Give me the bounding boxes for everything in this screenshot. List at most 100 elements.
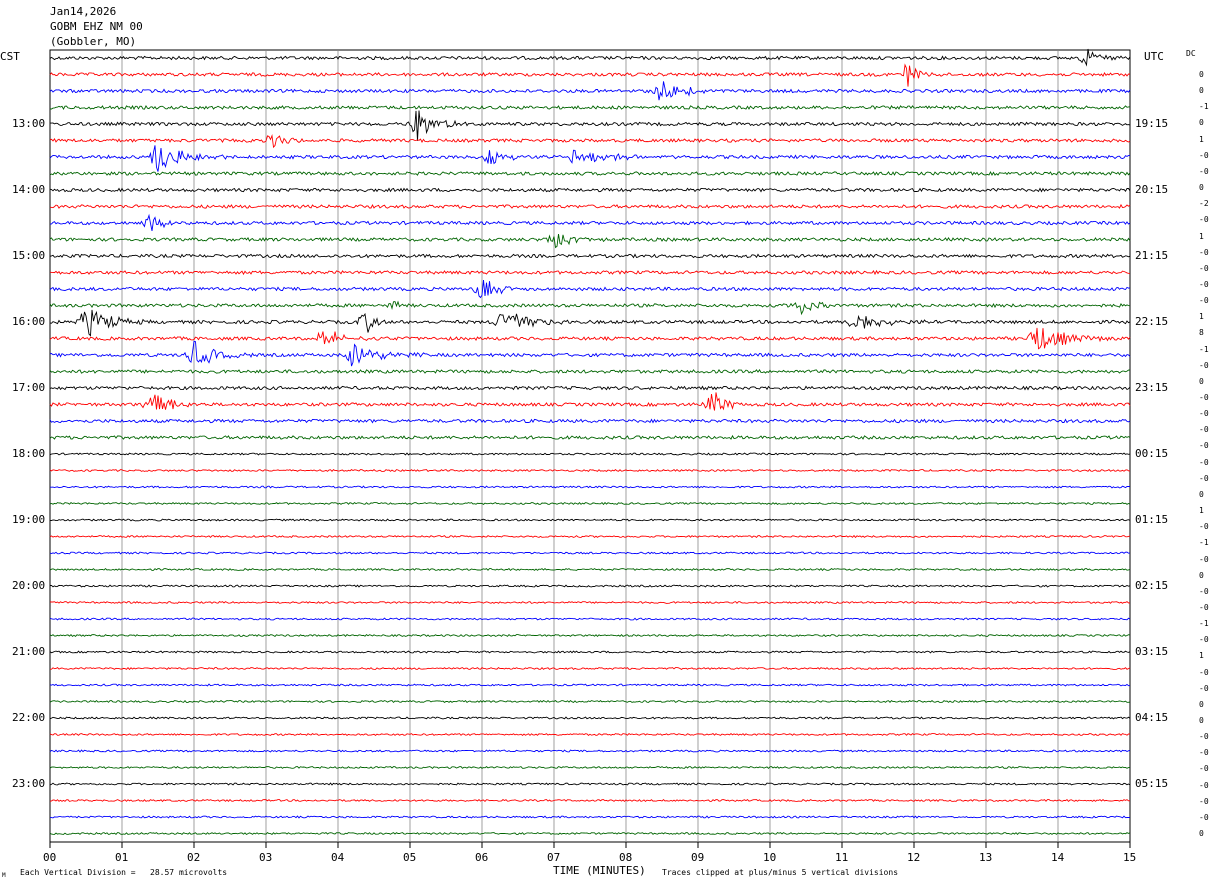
dc-offset-label: -0 <box>1199 409 1209 419</box>
seismic-trace <box>49 145 1131 172</box>
seismic-trace <box>49 600 1131 605</box>
dc-offset-label: 0 <box>1199 829 1204 839</box>
dc-offset-label: 1 <box>1199 651 1204 661</box>
dc-offset-label: -0 <box>1199 812 1209 822</box>
seismic-trace <box>49 300 1131 316</box>
seismic-traces <box>49 48 1131 836</box>
seismic-trace <box>50 110 1131 141</box>
right-hour-label: 19:15 <box>1135 117 1169 130</box>
plot-frame <box>49 49 1131 843</box>
seismic-trace <box>49 716 1131 720</box>
x-tick-label: 01 <box>115 851 129 864</box>
seismic-trace <box>49 584 1131 588</box>
dc-offset-label: -0 <box>1199 166 1209 176</box>
right-hour-label: 03:15 <box>1135 645 1169 658</box>
seismic-trace <box>49 369 1131 374</box>
left-hour-label: 20:00 <box>12 579 46 592</box>
plot-date: Jan14,2026 <box>50 5 117 18</box>
seismic-trace <box>49 392 1131 411</box>
x-tick-label: 10 <box>763 851 777 864</box>
dc-offset-label: -0 <box>1199 602 1209 612</box>
seismic-trace <box>49 831 1131 836</box>
seismic-trace <box>49 749 1131 753</box>
dc-offset-label: -0 <box>1199 683 1209 693</box>
left-hour-label: 15:00 <box>12 249 46 262</box>
right-hour-label: 20:15 <box>1135 183 1169 196</box>
dc-offset-label: -0 <box>1199 748 1209 758</box>
dc-offset-label: 8 <box>1199 328 1204 338</box>
dc-offset-label: -0 <box>1199 150 1209 160</box>
seismic-trace <box>49 269 1131 276</box>
x-tick-label: 00 <box>43 851 57 864</box>
seismic-trace <box>49 765 1130 770</box>
dc-offset-label: 1 <box>1199 134 1204 144</box>
x-tick-label: 03 <box>259 851 273 864</box>
seismic-trace <box>49 617 1131 621</box>
dc-offset-label: -1 <box>1199 102 1209 112</box>
dc-offset-label: 0 <box>1199 716 1204 725</box>
dc-offset-label: -0 <box>1199 780 1209 790</box>
dc-offset-label: -1 <box>1199 538 1209 548</box>
dc-offset-label: 1 <box>1199 312 1204 322</box>
seismic-trace <box>49 699 1131 704</box>
seismic-trace <box>49 667 1131 671</box>
clip-note: Traces clipped at plus/minus 5 vertical … <box>662 868 899 877</box>
dc-offset-label: -0 <box>1199 764 1209 774</box>
dc-offset-label: -0 <box>1199 360 1209 370</box>
right-hour-label: 02:15 <box>1135 579 1169 592</box>
dc-offset-label: -0 <box>1199 586 1209 596</box>
dc-offset-label: 0 <box>1199 183 1204 193</box>
seismic-trace <box>49 187 1131 193</box>
left-hour-label: 19:00 <box>12 513 46 526</box>
right-hour-label: 04:15 <box>1135 711 1169 724</box>
seismic-trace <box>49 385 1131 391</box>
scale-note: Each Vertical Division = 28.57 microvolt… <box>20 868 228 877</box>
dc-offset-label: 0 <box>1199 489 1204 499</box>
seismic-trace <box>49 203 1131 209</box>
dc-offset-label: -1 <box>1199 344 1209 354</box>
dc-offset-label: -0 <box>1199 441 1209 451</box>
x-tick-label: 08 <box>619 851 633 864</box>
seismic-trace <box>49 733 1131 737</box>
seismic-trace <box>49 567 1131 572</box>
dc-offset-header: DC <box>1186 49 1196 58</box>
dc-offset-label: 0 <box>1199 70 1204 79</box>
right-hour-label: 00:15 <box>1135 447 1169 460</box>
x-tick-label: 07 <box>547 851 561 864</box>
dc-offset-label: -1 <box>1199 619 1209 629</box>
seismic-trace <box>49 518 1131 522</box>
dc-offset-label: -2 <box>1199 199 1209 209</box>
dc-offset-label: -0 <box>1199 279 1209 289</box>
seismic-trace <box>49 782 1131 786</box>
seismic-trace <box>50 815 1131 819</box>
x-tick-label: 12 <box>907 851 921 864</box>
x-tick-label: 05 <box>403 851 417 864</box>
dc-offset-label: 0 <box>1199 118 1204 128</box>
dc-offset-label: 0 <box>1199 699 1204 709</box>
dc-offset-label: 0 <box>1199 570 1204 580</box>
dc-offset-label: -0 <box>1199 732 1209 742</box>
seismic-trace <box>49 253 1131 259</box>
seismic-trace <box>49 171 1131 176</box>
seismic-trace <box>49 327 1131 350</box>
right-hour-label: 22:15 <box>1135 315 1169 328</box>
dc-offset-label: -0 <box>1199 796 1209 806</box>
seismic-trace <box>49 63 1131 87</box>
left-hour-label: 21:00 <box>12 645 46 658</box>
dc-offset-label: -0 <box>1199 247 1209 257</box>
seismic-trace <box>49 213 1131 231</box>
left-hour-label: 16:00 <box>12 315 46 328</box>
right-hour-label: 23:15 <box>1135 381 1169 394</box>
x-tick-label: 06 <box>475 851 489 864</box>
dc-offset-label: -0 <box>1199 457 1209 467</box>
seismic-trace <box>49 468 1131 472</box>
seismic-trace <box>49 309 1131 337</box>
corner-mark: M <box>2 872 6 879</box>
left-hour-label: 13:00 <box>12 117 46 130</box>
seismic-trace <box>49 633 1131 638</box>
left-hour-label: 18:00 <box>12 447 46 460</box>
x-axis-ticks <box>49 842 1131 848</box>
seismic-trace <box>49 434 1131 440</box>
seismic-trace <box>50 104 1131 110</box>
